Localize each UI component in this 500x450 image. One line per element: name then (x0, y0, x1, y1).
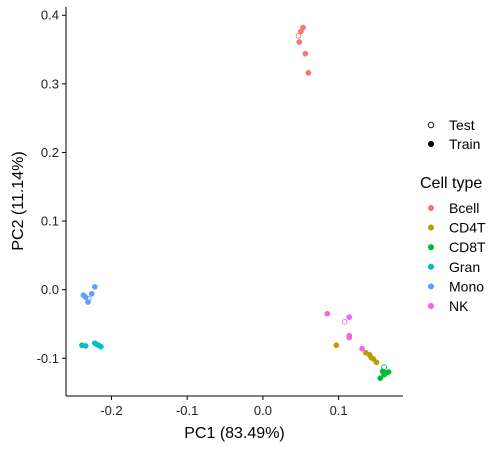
y-tick-label: 0.2 (41, 145, 59, 160)
x-tick-label: 0.1 (330, 403, 348, 418)
color-legend: Bcell CD4T CD8T Gran Mono NK (427, 200, 486, 314)
point-cd4t-train-0 (333, 342, 340, 349)
point-cd8t-train-5 (377, 375, 384, 382)
point-bcell-train-4 (302, 50, 309, 57)
point-nk-train-5 (359, 345, 365, 352)
legend-label-gran: Gran (449, 259, 480, 275)
legend-label-mono: Mono (449, 278, 484, 294)
legend-label-train: Train (449, 136, 480, 152)
x-ticks: -0.2 -0.1 0.0 0.1 (100, 396, 348, 418)
shape-legend: Test Train (427, 117, 480, 152)
point-nk-train-4 (346, 334, 353, 341)
legend-key-mono (427, 283, 435, 290)
legend-key-nk (427, 302, 435, 310)
point-nk-test-0 (341, 319, 348, 325)
legend-key-train (427, 140, 435, 148)
y-axis-title: PC2 (11.14%) (10, 151, 27, 250)
y-tick-label: -0.1 (37, 351, 59, 366)
point-nk-train-1 (324, 310, 331, 317)
x-tick-label: 0.0 (254, 403, 272, 418)
y-tick-label: 0.1 (41, 214, 59, 229)
y-tick-label: 0.4 (41, 8, 59, 23)
legend-key-cd4t (427, 224, 435, 231)
legend-key-bcell (427, 204, 435, 212)
point-nk-train-2 (346, 314, 353, 320)
point-cd4t-train-5 (373, 359, 380, 366)
point-mono-train-3 (85, 299, 91, 305)
legend: Test Train Cell type Bcell CD4T CD8T Gran Mon… (420, 117, 486, 314)
point-mono-train-2 (82, 294, 89, 301)
y-ticks: -0.1 0.0 0.1 0.2 0.3 0.4 (37, 8, 66, 366)
x-tick-label: -0.1 (176, 403, 198, 418)
plot-points (79, 24, 392, 382)
point-mono-train-4 (88, 290, 95, 297)
legend-label-test: Test (449, 117, 475, 133)
point-gran-train-1 (82, 343, 89, 349)
legend-key-cd8t (427, 244, 435, 251)
legend-key-gran (427, 263, 435, 270)
axes: -0.2 -0.1 0.0 0.1 -0.1 0.0 0.1 0.2 0.3 0.4 (37, 7, 403, 418)
y-tick-label: 0.0 (41, 282, 59, 297)
y-tick-label: 0.3 (41, 76, 59, 91)
point-bcell-train-3 (296, 39, 303, 45)
x-axis-title: PC1 (83.49%) (184, 425, 285, 442)
x-tick-label: -0.2 (100, 403, 122, 418)
point-gran-train-5 (97, 343, 104, 350)
point-cd8t-train-4 (381, 371, 387, 378)
legend-label-cd8t: CD8T (449, 239, 486, 255)
point-cd8t-train-3 (385, 369, 392, 375)
legend-key-test (427, 121, 435, 129)
point-bcell-train-2 (300, 24, 306, 31)
point-bcell-train-5 (305, 70, 312, 76)
legend-label-bcell: Bcell (449, 200, 479, 216)
point-mono-train-5 (91, 284, 98, 290)
legend-label-nk: NK (449, 298, 469, 314)
color-legend-title: Cell type (420, 175, 482, 192)
legend-label-cd4t: CD4T (449, 220, 486, 236)
